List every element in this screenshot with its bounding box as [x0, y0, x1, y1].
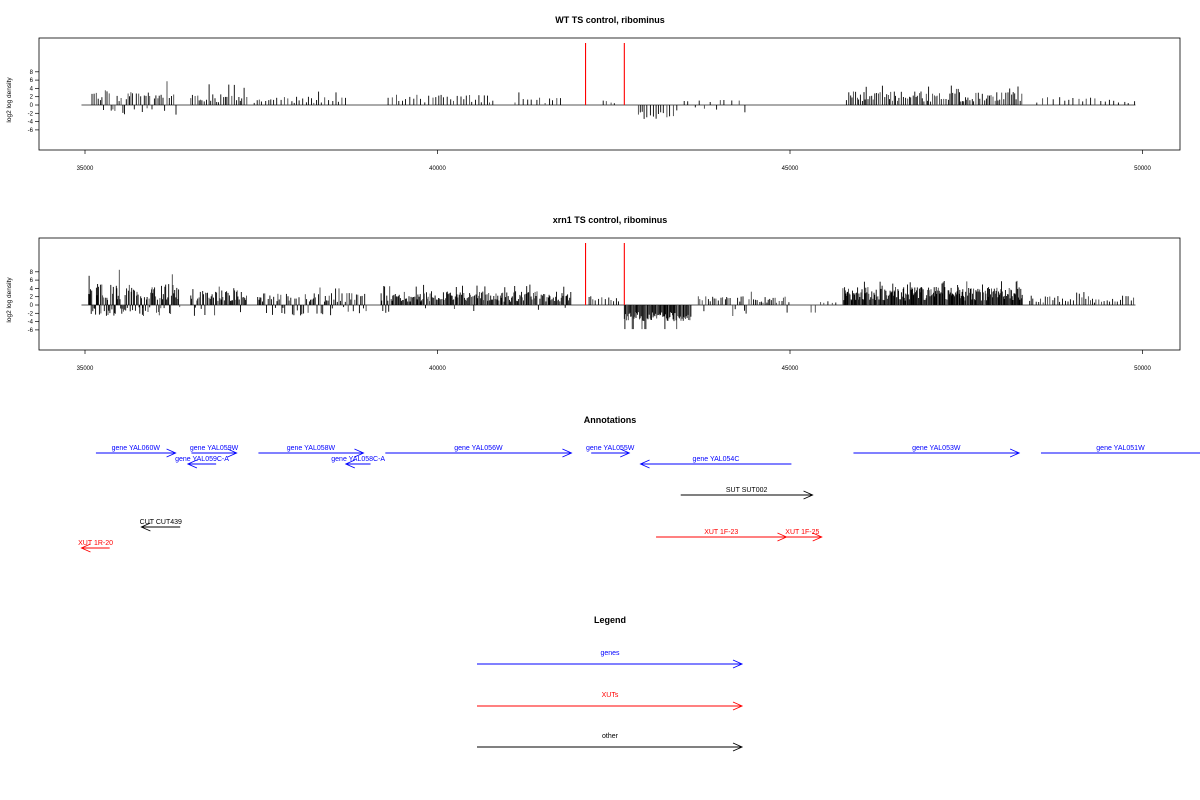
feature-label: gene YAL054C — [693, 456, 740, 463]
x-tick-label: 45000 — [782, 166, 799, 172]
legend-item: XUTs — [477, 692, 744, 711]
x-tick-label: 35000 — [77, 166, 94, 172]
annotation-feature: gene YAL058C-A — [331, 456, 385, 469]
legend-item: genes — [477, 650, 744, 669]
y-tick-label: 0 — [30, 303, 34, 309]
feature-arrowhead — [812, 532, 823, 542]
feature-label: gene YAL059W — [190, 445, 239, 452]
y-tick-label: 2 — [30, 95, 34, 101]
coverage-bars — [81, 269, 1136, 330]
annotation-features: gene YAL060W gene YAL059W gene YAL059C-A ge… — [78, 445, 1200, 553]
y-tick-label: 8 — [30, 70, 34, 76]
feature-label: gene YAL053W — [912, 445, 961, 452]
axis-ticks: 8 6 4 2 0 -2 -4 -6 35000 40000 45000 50000 — [28, 70, 1152, 172]
y-axis-label: log2 log density — [6, 277, 13, 323]
legend-label: genes — [600, 650, 620, 657]
feature-arrowhead — [166, 448, 177, 458]
legend-title: Legend — [594, 615, 626, 625]
annotation-feature: XUT 1F-23 — [656, 529, 788, 542]
x-tick-label: 50000 — [1134, 166, 1151, 172]
feature-arrowhead — [639, 459, 650, 469]
annotation-track: Annotations gene YAL060W gene YAL059Wgene… — [78, 415, 1200, 553]
x-tick-label: 40000 — [429, 166, 446, 172]
annotation-feature: gene YAL059C-A — [175, 456, 229, 469]
feature-arrowhead — [80, 543, 91, 553]
y-tick-label: 4 — [30, 86, 34, 92]
feature-arrowhead — [1009, 448, 1021, 458]
feature-label: gene YAL058C-A — [331, 456, 385, 463]
y-tick-label: 8 — [30, 270, 34, 276]
y-tick-label: -4 — [28, 120, 34, 126]
legend-arrow-arrowhead — [732, 659, 744, 669]
feature-label: gene YAL060W — [112, 445, 161, 452]
legend-arrow-arrowhead — [732, 742, 744, 752]
feature-arrowhead — [186, 459, 198, 469]
panel-title: WT TS control, ribominus — [555, 15, 665, 25]
y-tick-label: -6 — [28, 328, 34, 334]
annotation-feature: SUT SUT002 — [680, 487, 814, 500]
annotation-feature: gene YAL060W — [95, 445, 177, 458]
feature-label: gene YAL055W — [586, 445, 635, 452]
annotations-title: Annotations — [584, 415, 637, 425]
track-panel-wt: WT TS control, ribominus log2 log densit… — [6, 15, 1181, 172]
annotation-feature: gene YAL055W — [586, 445, 635, 458]
y-tick-label: -6 — [28, 128, 34, 134]
legend: Legend genes XUTs other — [477, 615, 744, 752]
annotation-feature: gene YAL056W — [385, 445, 573, 458]
y-tick-label: 2 — [30, 295, 34, 301]
coverage-bars — [81, 81, 1136, 119]
y-tick-label: 6 — [30, 78, 34, 84]
x-tick-label: 40000 — [429, 366, 446, 372]
annotation-feature: gene YAL058W — [258, 445, 365, 458]
feature-label: gene YAL051W — [1096, 445, 1145, 452]
x-tick-label: 45000 — [782, 366, 799, 372]
marker-lines — [584, 243, 625, 305]
track-panel-xrn1: xrn1 TS control, ribominus log2 log dens… — [6, 215, 1181, 372]
axis-ticks: 8 6 4 2 0 -2 -4 -6 35000 40000 45000 50000 — [28, 270, 1152, 372]
legend-label: XUTs — [602, 692, 619, 699]
feature-arrowhead — [227, 448, 238, 458]
plot-frame — [38, 37, 1181, 151]
marker-lines — [584, 43, 625, 105]
feature-arrowhead — [562, 448, 573, 458]
annotation-feature: gene YAL054C — [639, 456, 792, 469]
feature-label: gene YAL059C-A — [175, 456, 229, 463]
annotation-feature: gene YAL051W — [1040, 445, 1200, 454]
y-tick-label: -2 — [28, 311, 34, 317]
x-tick-label: 50000 — [1134, 366, 1151, 372]
annotation-feature: gene YAL059W — [190, 445, 239, 458]
legend-item: other — [477, 733, 744, 752]
annotation-feature: XUT 1R-20 — [78, 540, 113, 553]
feature-label: CUT CUT439 — [140, 519, 182, 526]
plot-frame — [38, 237, 1181, 351]
feature-arrowhead — [354, 448, 365, 458]
annotation-feature: CUT CUT439 — [140, 519, 182, 532]
legend-arrow-arrowhead — [732, 701, 744, 711]
feature-label: SUT SUT002 — [726, 487, 768, 494]
feature-label: gene YAL058W — [287, 445, 336, 452]
feature-arrowhead — [140, 522, 151, 532]
annotation-feature: gene YAL053W — [853, 445, 1021, 458]
y-axis-label: log2 log density — [6, 77, 13, 123]
y-tick-label: -4 — [28, 320, 34, 326]
annotation-feature: XUT 1F-25 — [782, 529, 823, 542]
y-tick-label: 4 — [30, 286, 34, 292]
y-tick-label: 6 — [30, 278, 34, 284]
feature-label: XUT 1F-23 — [704, 529, 738, 536]
feature-arrowhead — [344, 459, 356, 469]
legend-items: genes XUTs other — [477, 650, 744, 752]
legend-label: other — [602, 733, 619, 740]
feature-label: XUT 1F-25 — [785, 529, 819, 536]
feature-arrowhead — [620, 448, 631, 458]
feature-label: gene YAL056W — [454, 445, 503, 452]
x-tick-label: 35000 — [77, 366, 94, 372]
panel-title: xrn1 TS control, ribominus — [553, 215, 668, 225]
y-tick-label: -2 — [28, 111, 34, 117]
feature-arrowhead — [803, 490, 814, 500]
feature-label: XUT 1R-20 — [78, 540, 113, 547]
y-tick-label: 0 — [30, 103, 34, 109]
